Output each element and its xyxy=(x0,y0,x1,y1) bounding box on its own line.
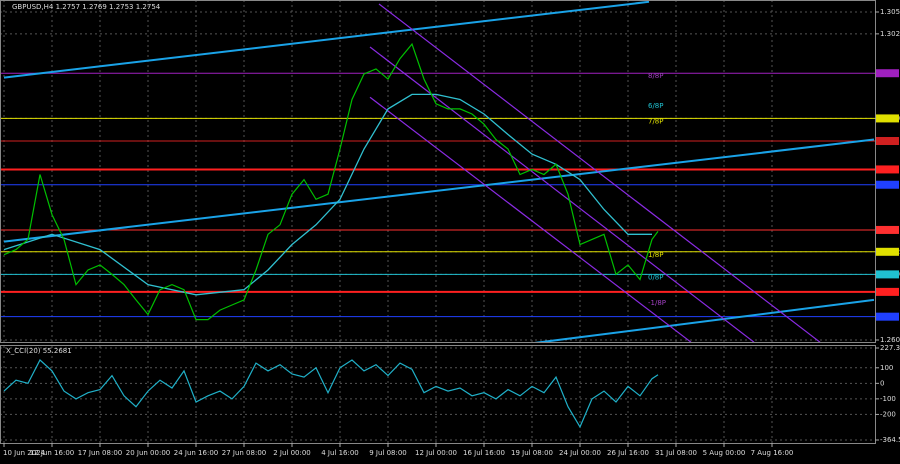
level-box xyxy=(876,287,899,296)
y-tick-label: -364.5554 xyxy=(880,436,900,444)
chart-title: GBPUSD,H4 1.2757 1.2769 1.2753 1.2754 xyxy=(12,3,161,11)
murray-label: 7/8P xyxy=(648,117,664,125)
level-box xyxy=(876,69,899,78)
y-tick-label: 100 xyxy=(880,364,893,372)
y-tick-label: 1.3055 xyxy=(880,8,900,16)
level-box xyxy=(876,114,899,123)
x-tick-label: 9 Jul 08:00 xyxy=(369,449,407,457)
x-tick-label: 24 Jun 16:00 xyxy=(174,449,218,457)
level-box xyxy=(876,165,899,174)
x-tick-label: 26 Jul 16:00 xyxy=(607,449,649,457)
x-tick-label: 2 Jul 00:00 xyxy=(273,449,311,457)
trend-line xyxy=(369,96,692,342)
x-tick-label: 12 Jul 00:00 xyxy=(415,449,457,457)
y-tick-label: -100 xyxy=(880,395,896,403)
trend-line xyxy=(378,3,821,342)
murray-label: 0/8P xyxy=(648,273,664,281)
level-box xyxy=(876,312,899,321)
trend-line xyxy=(369,46,755,342)
level-box xyxy=(876,225,899,234)
level-box xyxy=(876,247,899,256)
x-tick-label: 7 Aug 16:00 xyxy=(751,449,794,457)
y-tick-label: 227.356 xyxy=(880,344,900,352)
murray-label: -1/8P xyxy=(648,299,666,307)
cci-title: X_CCI(20) 55.2681 xyxy=(6,347,72,355)
data-line xyxy=(3,359,659,429)
x-tick-label: 4 Jul 16:00 xyxy=(321,449,359,457)
murray-label: 8/8P xyxy=(648,72,664,80)
x-tick-label: 24 Jul 00:00 xyxy=(559,449,601,457)
main-panel xyxy=(0,0,876,343)
x-tick-label: 27 Jun 08:00 xyxy=(222,449,266,457)
trend-line xyxy=(534,298,875,342)
trend-line xyxy=(3,138,875,243)
x-tick-label: 10 Jun 2024 xyxy=(3,449,46,457)
y-tick-label: 1.3025 xyxy=(880,30,900,38)
cci-panel xyxy=(0,345,876,444)
level-box xyxy=(876,137,899,146)
x-tick-label: 16 Jul 16:00 xyxy=(463,449,505,457)
x-tick-label: 19 Jul 08:00 xyxy=(511,449,553,457)
y-tick-label: 1.2605 xyxy=(880,336,900,344)
main-plot: 8/8P 6/8P 7/8P 1/8P 0/8P -1/8P xyxy=(1,1,875,342)
x-tick-label: 20 Jun 00:00 xyxy=(126,449,170,457)
data-line xyxy=(3,42,659,321)
y-tick-label: 0 xyxy=(880,379,884,387)
x-tick-label: 12 Jun 16:00 xyxy=(30,449,74,457)
x-tick-label: 5 Aug 00:00 xyxy=(703,449,746,457)
murray-label: 1/8P xyxy=(648,251,664,259)
cci-plot xyxy=(1,346,875,443)
x-tick-label: 31 Jul 08:00 xyxy=(655,449,697,457)
level-box xyxy=(876,270,899,279)
level-box xyxy=(876,180,899,189)
data-line xyxy=(3,93,652,296)
x-tick-label: 17 Jun 08:00 xyxy=(78,449,122,457)
trend-line xyxy=(3,1,650,79)
y-tick-label: -200 xyxy=(880,410,896,418)
murray-label: 6/8P xyxy=(648,102,664,110)
